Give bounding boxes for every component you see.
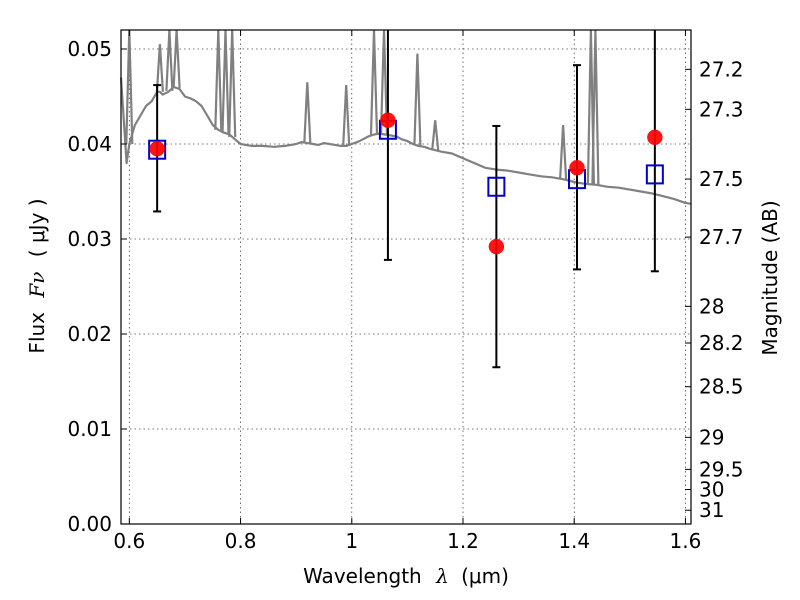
x-tick-label: 0.6 — [113, 529, 145, 553]
x-axis-label-symbol: λ — [435, 564, 449, 588]
y2-axis-label: Magnitude (AB) — [758, 200, 782, 355]
y2-tick-label: 28.2 — [699, 331, 744, 355]
y-axis-label-text: Flux — [25, 312, 49, 354]
y-tick-label: 0.01 — [67, 417, 112, 441]
x-tick-label: 1 — [345, 529, 358, 553]
observed-point — [647, 129, 663, 146]
x-axis-label: Wavelength λ (μm) — [303, 564, 509, 588]
y2-tick-label: 29.5 — [699, 457, 744, 481]
model-point — [645, 164, 664, 185]
x-axis-label-text: Wavelength — [303, 564, 422, 588]
observed-layer — [149, 112, 663, 255]
y-tick-label: 0.05 — [67, 37, 112, 61]
x-tick-label: 1.4 — [558, 529, 590, 553]
observed-point — [569, 160, 585, 176]
y2-tick-label: 30 — [699, 478, 724, 502]
y-axis-label-symbol: Fν — [25, 272, 49, 299]
y-axis-label-unit: ( μJy ) — [25, 198, 49, 257]
observed-point — [149, 141, 165, 157]
template-emission-spike — [431, 120, 440, 151]
plot-frame — [120, 29, 692, 525]
template-emission-spike — [413, 53, 422, 146]
y2-tick-label: 31 — [699, 498, 724, 522]
y2-tick-label: 27.5 — [699, 167, 744, 191]
y-axis-label: Flux Fν ( μJy ) — [25, 198, 49, 353]
model-point — [148, 139, 167, 160]
model-point — [487, 176, 506, 197]
x-tick-label: 1.2 — [447, 529, 479, 553]
observed-point — [380, 112, 396, 128]
y-tick-label: 0.03 — [67, 227, 112, 251]
x-axis-label-unit: (μm) — [461, 564, 509, 588]
x-tick-label: 1.6 — [670, 529, 702, 553]
template-emission-spike — [342, 85, 351, 146]
y2-tick-label: 27.7 — [699, 225, 744, 249]
y2-tick-label: 28 — [699, 294, 724, 318]
y2-tick-label: 28.5 — [699, 375, 744, 399]
y-tick-label: 0.00 — [67, 512, 112, 536]
y-tick-label: 0.02 — [67, 322, 112, 346]
y2-tick-label: 29 — [699, 425, 724, 449]
y2-tick-label: 27.2 — [699, 57, 744, 81]
y2-tick-label: 27.3 — [699, 97, 744, 121]
tick-layer: 0.6 0.8 1 1.2 1.4 1.6 0.00 0.01 0.02 0.03 0.04 0.05… — [67, 30, 744, 553]
x-tick-label: 0.8 — [225, 529, 257, 553]
template-emission-spike — [303, 82, 312, 144]
y-tick-label: 0.04 — [67, 132, 112, 156]
template-emission-spike — [559, 124, 568, 180]
observed-point — [488, 238, 505, 255]
template-emission-spike — [155, 44, 164, 92]
